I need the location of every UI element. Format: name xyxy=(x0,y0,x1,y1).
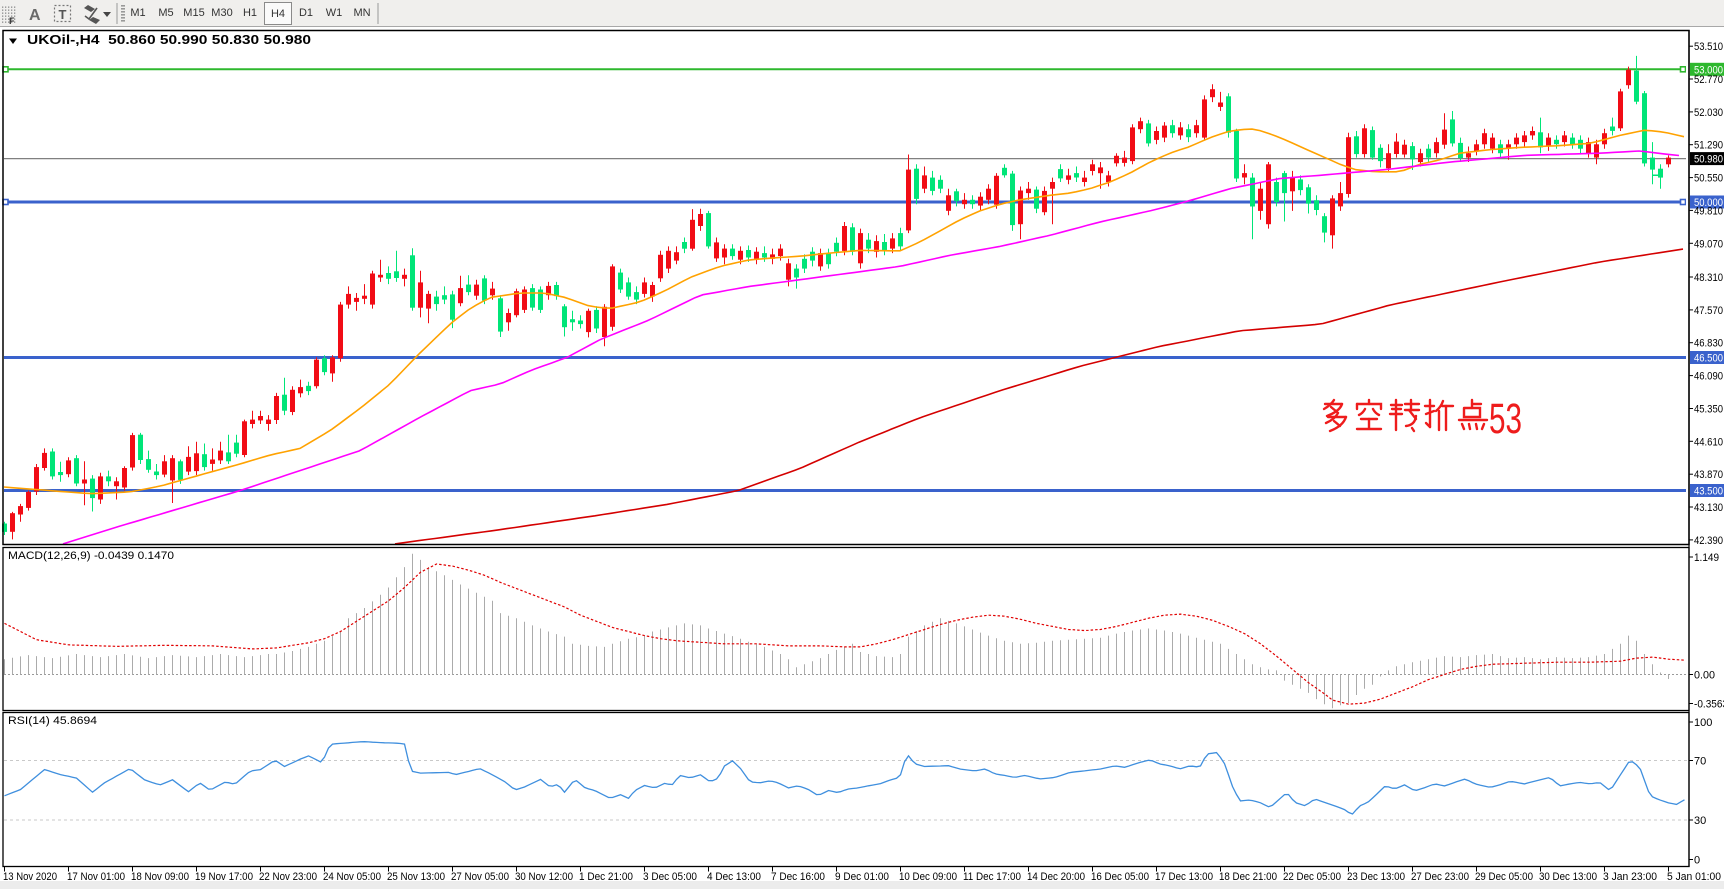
svg-text:49.810: 49.810 xyxy=(1694,205,1723,217)
svg-text:7 Dec 16:00: 7 Dec 16:00 xyxy=(771,871,825,883)
svg-text:45.350: 45.350 xyxy=(1694,404,1723,416)
svg-text:43.130: 43.130 xyxy=(1694,502,1723,514)
svg-text:100: 100 xyxy=(1694,717,1712,729)
svg-text:A: A xyxy=(29,7,41,24)
svg-text:9 Dec 01:00: 9 Dec 01:00 xyxy=(835,871,889,883)
svg-text:27 Dec 23:00: 27 Dec 23:00 xyxy=(1411,871,1469,883)
svg-text:14 Dec 20:00: 14 Dec 20:00 xyxy=(1027,871,1085,883)
svg-text:53.000: 53.000 xyxy=(1694,64,1723,76)
svg-text:1 Dec 21:00: 1 Dec 21:00 xyxy=(579,871,633,883)
svg-text:50.980: 50.980 xyxy=(1694,154,1723,166)
svg-text:22 Dec 05:00: 22 Dec 05:00 xyxy=(1283,871,1341,883)
svg-text:17 Nov 01:00: 17 Nov 01:00 xyxy=(67,871,125,883)
svg-text:29 Dec 05:00: 29 Dec 05:00 xyxy=(1475,871,1533,883)
svg-text:MACD(12,26,9) -0.0439 0.1470: MACD(12,26,9) -0.0439 0.1470 xyxy=(8,550,174,562)
svg-text:30 Nov 12:00: 30 Nov 12:00 xyxy=(515,871,573,883)
svg-text:16 Dec 05:00: 16 Dec 05:00 xyxy=(1091,871,1149,883)
svg-text:11 Dec 17:00: 11 Dec 17:00 xyxy=(963,871,1021,883)
svg-text:23 Dec 13:00: 23 Dec 13:00 xyxy=(1347,871,1405,883)
svg-text:50.000: 50.000 xyxy=(1694,197,1723,209)
svg-text:30: 30 xyxy=(1694,815,1706,827)
svg-text:48.310: 48.310 xyxy=(1694,272,1723,284)
svg-text:24 Nov 05:00: 24 Nov 05:00 xyxy=(323,871,381,883)
svg-text:UKOil-,H4 50.860 50.990 50.83: UKOil-,H4 50.860 50.990 50.830 50.980 xyxy=(27,33,311,47)
svg-text:13 Nov 2020: 13 Nov 2020 xyxy=(3,871,57,883)
svg-text:4 Dec 13:00: 4 Dec 13:00 xyxy=(707,871,761,883)
svg-text:0.00: 0.00 xyxy=(1694,670,1715,682)
svg-text:0: 0 xyxy=(1694,855,1700,867)
svg-text:49.070: 49.070 xyxy=(1694,238,1723,250)
svg-text:10 Dec 09:00: 10 Dec 09:00 xyxy=(899,871,957,883)
svg-text:53: 53 xyxy=(1489,395,1522,443)
svg-text:25 Nov 13:00: 25 Nov 13:00 xyxy=(387,871,445,883)
svg-text:47.570: 47.570 xyxy=(1694,305,1723,317)
svg-text:5 Jan 01:00: 5 Jan 01:00 xyxy=(1667,871,1721,883)
svg-text:19 Nov 17:00: 19 Nov 17:00 xyxy=(195,871,253,883)
svg-text:52.770: 52.770 xyxy=(1694,74,1723,86)
svg-text:RSI(14) 45.8694: RSI(14) 45.8694 xyxy=(8,715,97,727)
svg-text:70: 70 xyxy=(1694,756,1706,768)
svg-text:3 Jan 23:00: 3 Jan 23:00 xyxy=(1603,871,1657,883)
svg-text:22 Nov 23:00: 22 Nov 23:00 xyxy=(259,871,317,883)
svg-text:42.390: 42.390 xyxy=(1694,535,1723,547)
svg-text:1.149: 1.149 xyxy=(1694,552,1719,564)
svg-text:51.290: 51.290 xyxy=(1694,140,1723,152)
svg-text:3 Dec 05:00: 3 Dec 05:00 xyxy=(643,871,697,883)
svg-text:30 Dec 13:00: 30 Dec 13:00 xyxy=(1539,871,1597,883)
svg-text:46.090: 46.090 xyxy=(1694,371,1723,383)
svg-text:44.610: 44.610 xyxy=(1694,436,1723,448)
svg-text:F: F xyxy=(9,16,15,26)
svg-text:18 Nov 09:00: 18 Nov 09:00 xyxy=(131,871,189,883)
svg-text:17 Dec 13:00: 17 Dec 13:00 xyxy=(1155,871,1213,883)
svg-text:43.500: 43.500 xyxy=(1694,486,1723,498)
svg-text:52.030: 52.030 xyxy=(1694,107,1723,119)
svg-text:27 Nov 05:00: 27 Nov 05:00 xyxy=(451,871,509,883)
svg-text:46.500: 46.500 xyxy=(1694,353,1723,365)
svg-text:50.550: 50.550 xyxy=(1694,173,1723,185)
svg-text:46.830: 46.830 xyxy=(1694,338,1723,350)
svg-text:53.510: 53.510 xyxy=(1694,41,1723,53)
svg-text:-0.3563: -0.3563 xyxy=(1694,699,1724,711)
svg-text:43.870: 43.870 xyxy=(1694,469,1723,481)
svg-text:T: T xyxy=(59,7,67,22)
svg-text:18 Dec 21:00: 18 Dec 21:00 xyxy=(1219,871,1277,883)
